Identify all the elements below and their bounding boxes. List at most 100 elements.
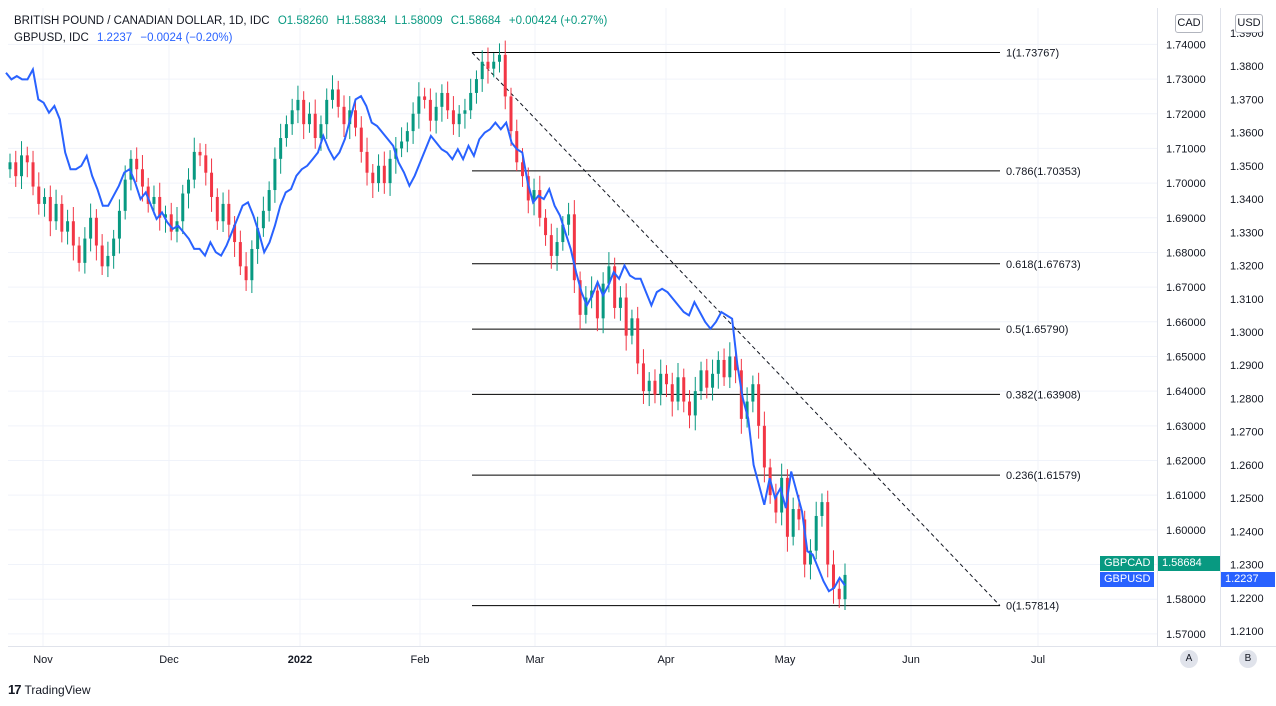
candle-body: [100, 245, 104, 267]
candle-body: [584, 297, 588, 315]
candle-body: [613, 266, 617, 308]
candle-body: [43, 196, 47, 204]
gbpusd-legend[interactable]: GBPUSD, IDC 1.2237 −0.0024 (−0.20%): [14, 32, 237, 44]
gbpusd-tag-label: GBPUSD: [1100, 572, 1155, 587]
candle-body: [774, 495, 778, 513]
candle-body: [451, 110, 455, 125]
candle-body: [762, 425, 766, 468]
candle-body: [636, 318, 640, 364]
fib-level-label: 0.5(1.65790): [1006, 324, 1068, 336]
second-scale-button[interactable]: B: [1239, 650, 1257, 668]
time-tick-label: Jun: [902, 654, 920, 666]
candle-body: [169, 214, 173, 232]
candle-body: [187, 179, 191, 194]
candle-body: [549, 235, 553, 256]
candle-body: [71, 221, 75, 246]
candle-body: [411, 113, 415, 132]
candle-body: [521, 162, 525, 177]
candle-body: [365, 151, 369, 173]
candle-body: [66, 221, 70, 232]
candle-body: [135, 158, 139, 170]
candle-body: [117, 210, 121, 239]
fibonacci-retracement[interactable]: 1(1.73767) 0.786(1.70353) 0.618(1.67673) 0.…: [472, 47, 1081, 613]
candle-body: [423, 96, 427, 100]
usd-scale-label[interactable]: USD: [1235, 14, 1263, 33]
gbpcad-legend[interactable]: BRITISH POUND / CANADIAN DOLLAR, 1D, IDC…: [14, 15, 612, 27]
cad-tick-label: 1.63000: [1166, 421, 1206, 433]
auto-scale-button[interactable]: A: [1180, 650, 1198, 668]
cad-tick-label: 1.67000: [1166, 282, 1206, 294]
cad-tick-label: 1.62000: [1166, 455, 1206, 467]
gbpcad-title: BRITISH POUND / CANADIAN DOLLAR, 1D, IDC: [14, 15, 270, 27]
tradingview-logo[interactable]: 17 TradingView: [8, 682, 91, 697]
candle-body: [336, 89, 340, 107]
candle-body: [198, 151, 202, 156]
candle-body: [221, 203, 225, 222]
time-tick-label: Dec: [159, 654, 179, 666]
candle-body: [163, 214, 167, 218]
candle-body: [319, 124, 323, 139]
candle-body: [572, 214, 576, 281]
gbpusd-value: 1.2237: [96, 32, 133, 44]
candle-body: [699, 370, 703, 392]
fib-level-label: 1(1.73767): [1006, 47, 1059, 59]
candle-body: [682, 377, 686, 402]
candle-body: [457, 113, 461, 125]
candle-body: [664, 373, 668, 385]
candle-body: [826, 502, 830, 565]
candle-body: [497, 54, 501, 62]
usd-tick-label: 1.3300: [1230, 227, 1264, 239]
cad-tick-label: 1.60000: [1166, 525, 1206, 537]
usd-tick-label: 1.2300: [1230, 560, 1264, 572]
candle-body: [757, 384, 761, 426]
time-axis[interactable]: Nov Dec 2022 Feb Mar Apr May Jun Jul: [33, 654, 1045, 666]
candle-body: [354, 110, 358, 128]
candle-body: [377, 165, 381, 184]
candle-body: [405, 131, 409, 142]
candle-body: [89, 217, 93, 239]
candle-body: [486, 61, 490, 69]
usd-tick-label: 1.3500: [1230, 161, 1264, 173]
candle-body: [843, 574, 847, 600]
candle-body: [60, 203, 64, 232]
cad-tick-label: 1.61000: [1166, 490, 1206, 502]
cad-tick-label: 1.71000: [1166, 143, 1206, 155]
time-tick-label: Jul: [1031, 654, 1045, 666]
cad-tick-label: 1.64000: [1166, 386, 1206, 398]
gbpcad-candles: [8, 40, 847, 610]
candle-body: [146, 186, 150, 204]
usd-tick-label: 1.2200: [1230, 593, 1264, 605]
candle-body: [227, 203, 231, 225]
usd-tick-label: 1.2500: [1230, 493, 1264, 505]
dashed-trendline[interactable]: [471, 52, 1001, 606]
candle-body: [659, 373, 663, 395]
candle-body: [273, 158, 277, 191]
gbpcad-tag-label: GBPCAD: [1100, 556, 1155, 571]
usd-tick-label: 1.3800: [1230, 61, 1264, 73]
candle-body: [641, 363, 645, 392]
candle-body: [123, 179, 127, 211]
time-tick-label: 2022: [288, 654, 312, 666]
candle-body: [313, 113, 317, 139]
candle-body: [77, 245, 81, 263]
cad-price-axis[interactable]: 1.74000 1.73000 1.72000 1.71000 1.70000 1.690…: [1166, 39, 1206, 640]
tradingview-logo-text: TradingView: [24, 682, 91, 697]
candle-body: [238, 242, 242, 267]
candle-body: [567, 214, 571, 225]
cad-scale-label[interactable]: CAD: [1175, 14, 1203, 33]
candle-body: [20, 155, 24, 177]
candle-body: [474, 79, 478, 93]
candle-body: [630, 318, 634, 336]
candle-body: [831, 564, 835, 589]
candle-body: [94, 217, 98, 246]
candle-body: [152, 196, 156, 204]
time-tick-label: Nov: [33, 654, 53, 666]
candle-body: [670, 384, 674, 402]
gbpcad-tag-value: 1.58684: [1158, 556, 1220, 571]
usd-price-axis[interactable]: 1.39001.38001.37001.36001.35001.34001.33…: [1230, 28, 1264, 638]
candle-body: [808, 550, 812, 565]
usd-tick-label: 1.2100: [1230, 626, 1264, 638]
candle-body: [837, 588, 841, 600]
candle-body: [267, 190, 271, 211]
